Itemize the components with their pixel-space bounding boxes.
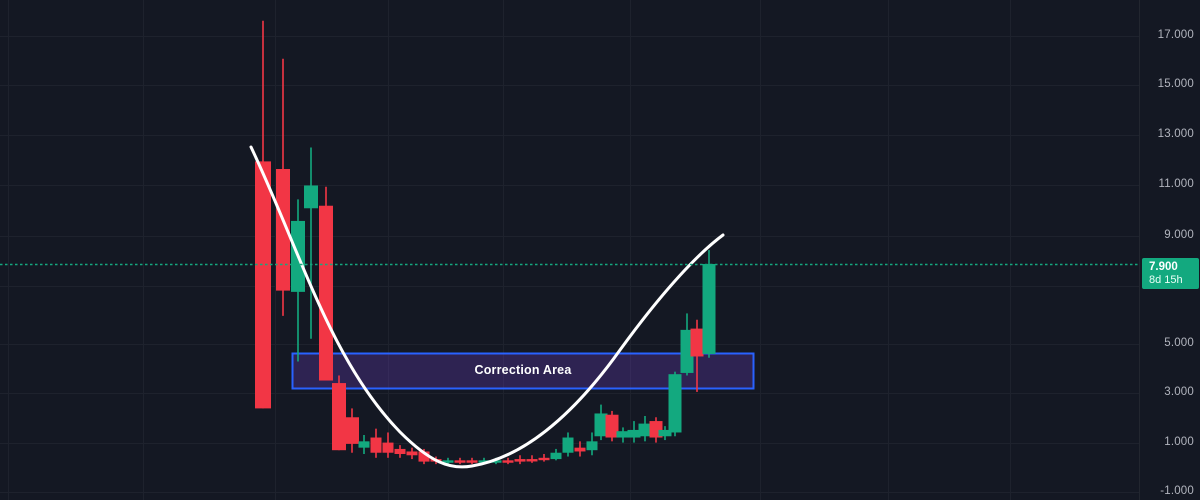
candle[interactable]: [382, 432, 394, 458]
current-price-value: 7.900: [1149, 261, 1178, 273]
candle[interactable]: [255, 20, 271, 409]
candlestick-series[interactable]: [0, 0, 1140, 500]
price-tick-label: 3.000: [1164, 386, 1194, 398]
candle[interactable]: [680, 313, 694, 376]
parabolic-curve: [249, 145, 725, 469]
price-scale[interactable]: 17.00015.00013.00011.0009.0007.0005.0003…: [1139, 0, 1200, 500]
bar-countdown-value: 8d 15h: [1149, 274, 1183, 286]
candle[interactable]: [370, 428, 382, 458]
candle[interactable]: [514, 455, 526, 465]
candle[interactable]: [319, 186, 333, 381]
candle[interactable]: [345, 408, 359, 453]
candle[interactable]: [304, 147, 318, 339]
price-tick-label: 17.000: [1157, 29, 1194, 41]
candle[interactable]: [276, 58, 290, 316]
candle[interactable]: [442, 457, 454, 465]
chart-plot-area[interactable]: Correction Area: [0, 0, 1140, 500]
candle[interactable]: [550, 448, 562, 461]
price-tick-label: 9.000: [1164, 229, 1194, 241]
chart-grid: [0, 0, 1140, 500]
candle[interactable]: [668, 371, 682, 437]
price-tick-label: 1.000: [1164, 436, 1194, 448]
price-tick-label: 15.000: [1157, 78, 1194, 90]
candle[interactable]: [574, 441, 586, 457]
candle[interactable]: [502, 457, 514, 465]
candle[interactable]: [605, 410, 619, 442]
price-tick-label: 13.000: [1157, 128, 1194, 140]
correction-area-label: Correction Area: [474, 363, 572, 377]
candle[interactable]: [702, 250, 716, 358]
candle[interactable]: [562, 432, 574, 457]
candle[interactable]: [454, 457, 466, 465]
candle[interactable]: [526, 455, 538, 463]
price-tick-label: 11.000: [1158, 178, 1194, 190]
candle[interactable]: [406, 447, 418, 460]
candle[interactable]: [690, 319, 704, 392]
candle[interactable]: [638, 416, 652, 442]
candle[interactable]: [658, 426, 672, 441]
candle[interactable]: [616, 427, 630, 443]
candle[interactable]: [466, 457, 478, 465]
price-tick-label: -1.000: [1160, 485, 1194, 497]
candle[interactable]: [594, 404, 608, 441]
candle[interactable]: [627, 421, 641, 443]
candle[interactable]: [394, 445, 406, 458]
current-price-badge[interactable]: 7.900 8d 15h: [1142, 258, 1199, 289]
candle[interactable]: [358, 435, 370, 454]
candle[interactable]: [332, 375, 346, 451]
price-tick-label: 5.000: [1164, 337, 1194, 349]
current-price-line: [0, 263, 1140, 266]
candle[interactable]: [538, 454, 550, 462]
candle[interactable]: [586, 432, 598, 456]
